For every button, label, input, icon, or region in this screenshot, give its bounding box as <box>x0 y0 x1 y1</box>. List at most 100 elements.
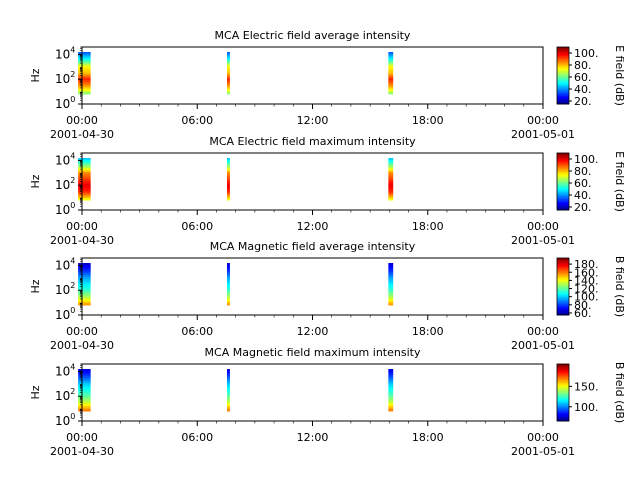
heatmap-cell <box>388 287 394 290</box>
colorbar-segment <box>557 98 569 101</box>
colorbar-segment <box>557 178 569 181</box>
colorbar-segment <box>557 69 569 72</box>
heatmap-cell <box>78 282 91 285</box>
colorbar-segment <box>557 157 569 160</box>
heatmap-cell <box>227 80 230 83</box>
heatmap-cell <box>388 264 394 267</box>
heatmap-cell <box>78 180 91 183</box>
heatmap-cell <box>78 278 91 281</box>
heatmap-cell <box>78 81 91 84</box>
heatmap-cell <box>227 264 230 267</box>
heatmap-cell <box>388 80 394 83</box>
heatmap-cell <box>388 298 394 301</box>
heatmap-cell <box>227 163 230 166</box>
colorbar-segment <box>557 74 569 76</box>
heatmap-cell <box>227 280 230 283</box>
heatmap-cell <box>388 369 394 372</box>
colorbar-segment <box>557 89 569 92</box>
colorbar-segment <box>557 286 569 289</box>
colorbar-label: E field (dB) <box>613 45 626 106</box>
heatmap-cell <box>227 196 230 199</box>
heatmap-cell <box>78 369 91 372</box>
colorbar-segment <box>557 182 569 185</box>
colorbar-segment <box>557 401 569 403</box>
heatmap-cell <box>78 268 91 271</box>
heatmap-cell <box>227 398 230 401</box>
colorbar-segment <box>557 297 569 300</box>
colorbar-tick-label: 80. <box>574 165 592 178</box>
heatmap-cell <box>78 409 91 412</box>
colorbar-segment <box>557 79 569 82</box>
colorbar-segment <box>557 368 569 371</box>
heatmap-cell <box>78 55 91 58</box>
x-date-label: 2001-05-01 <box>511 445 575 458</box>
heatmap-cell <box>78 73 91 76</box>
heatmap-cell <box>227 59 230 62</box>
heatmap-cell <box>388 296 394 299</box>
heatmap-cell <box>227 377 230 380</box>
colorbar-segment <box>557 52 569 55</box>
heatmap-cell <box>227 395 230 398</box>
colorbar-segment <box>557 366 569 369</box>
colorbar-segment <box>557 378 569 381</box>
heatmap-cell <box>388 372 394 375</box>
heatmap-cell <box>227 87 230 90</box>
heatmap-cell <box>78 173 91 176</box>
heatmap-cell <box>388 69 394 72</box>
y-tick-label: 102 <box>55 70 75 86</box>
colorbar-segment <box>557 398 569 401</box>
heatmap-cell <box>78 395 91 398</box>
x-date-label: 2001-05-01 <box>511 128 575 141</box>
colorbar-segment <box>557 155 569 158</box>
y-tick-label: 102 <box>55 387 75 403</box>
y-tick-exponent: 4 <box>70 362 75 371</box>
colorbar-segment <box>557 267 569 270</box>
heatmap-cell <box>227 285 230 288</box>
colorbar-segment <box>557 272 569 275</box>
heatmap-cell <box>388 285 394 288</box>
heatmap-cell <box>388 55 394 58</box>
heatmap-cell <box>227 66 230 69</box>
heatmap-cell <box>227 76 230 79</box>
heatmap-cell <box>227 271 230 274</box>
colorbar-segment <box>557 49 569 52</box>
y-axis-label: Hz <box>29 68 42 82</box>
heatmap-cell <box>388 53 394 56</box>
heatmap-cell <box>227 90 230 93</box>
heatmap-cell <box>227 404 230 407</box>
colorbar-segment <box>557 153 569 155</box>
heatmap-cell <box>227 78 230 81</box>
colorbar-segment <box>557 373 569 376</box>
colorbar-segment <box>557 85 569 88</box>
heatmap-cell <box>227 266 230 269</box>
heatmap-cell <box>227 180 230 183</box>
heatmap-cell <box>227 301 230 304</box>
colorbar-segment <box>557 205 569 208</box>
colorbar-tick-label: 20. <box>574 201 592 214</box>
colorbar-segment <box>557 187 569 190</box>
heatmap-cell <box>227 381 230 384</box>
heatmap-cell <box>388 402 394 405</box>
colorbar-segment <box>557 154 569 157</box>
colorbar-tick-label: 60. <box>574 307 592 320</box>
heatmap-cell <box>388 76 394 79</box>
heatmap-cell <box>227 85 230 88</box>
colorbar-segment <box>557 279 569 282</box>
colorbar-segment <box>557 402 569 405</box>
y-axis-label: Hz <box>29 279 42 293</box>
colorbar-segment <box>557 180 569 182</box>
colorbar-segment <box>557 307 569 310</box>
colorbar-segment <box>557 258 569 260</box>
colorbar-segment <box>557 289 569 292</box>
colorbar-tick-label: 60. <box>574 177 592 190</box>
colorbar-segment <box>557 391 569 393</box>
y-tick-exponent: 0 <box>70 306 75 315</box>
y-tick-label: 102 <box>55 281 75 297</box>
heatmap-cell <box>227 83 230 86</box>
colorbar-segment <box>557 65 569 68</box>
heatmap-cell <box>227 55 230 58</box>
x-date-label: 2001-04-30 <box>50 128 114 141</box>
heatmap-cell <box>227 409 230 412</box>
colorbar-segment <box>557 177 569 180</box>
y-tick-label: 100 <box>55 412 75 428</box>
